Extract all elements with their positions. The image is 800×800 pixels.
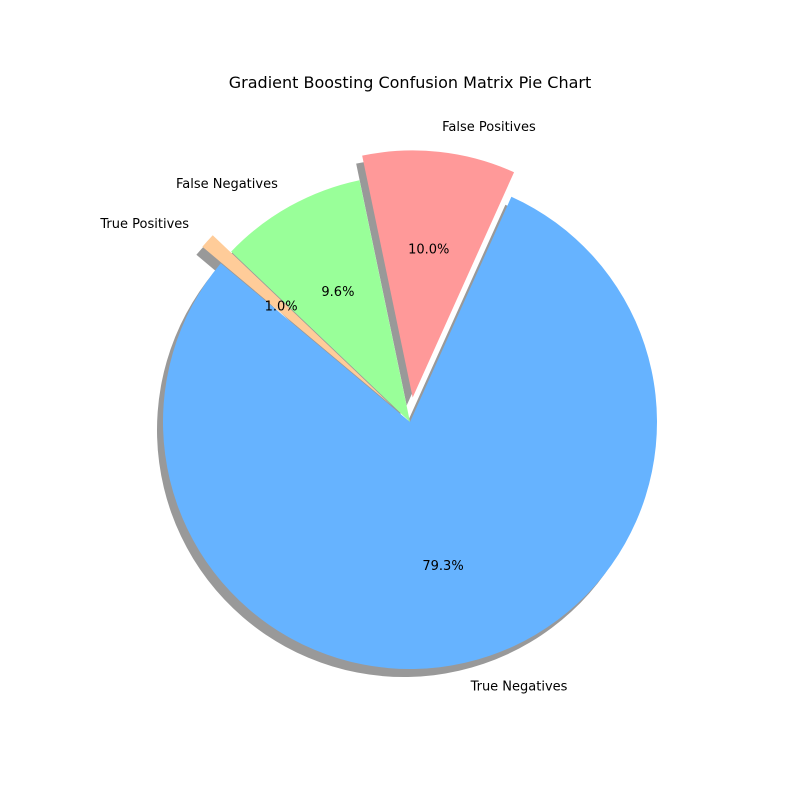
wedge-layer — [162, 150, 657, 670]
slice-label-true-negatives: True Negatives — [470, 679, 568, 694]
slice-label-false-negatives: False Negatives — [176, 177, 278, 192]
slice-true-negatives — [162, 196, 657, 670]
label-layer: True Negatives 79.3% False Positives 10.0% F… — [99, 120, 567, 695]
slice-percent-true-positives: 1.0% — [265, 299, 298, 314]
slice-true-positives — [202, 235, 392, 406]
slice-label-false-positives: False Positives — [442, 120, 536, 135]
slice-percent-true-negatives: 79.3% — [422, 559, 463, 574]
slice-percent-false-negatives: 9.6% — [321, 285, 354, 300]
slice-false-negatives — [231, 180, 410, 422]
chart-title: Gradient Boosting Confusion Matrix Pie C… — [229, 73, 592, 92]
slice-label-true-positives: True Positives — [99, 217, 189, 232]
slice-percent-false-positives: 10.0% — [408, 243, 449, 258]
slice-false-positives — [362, 150, 515, 398]
